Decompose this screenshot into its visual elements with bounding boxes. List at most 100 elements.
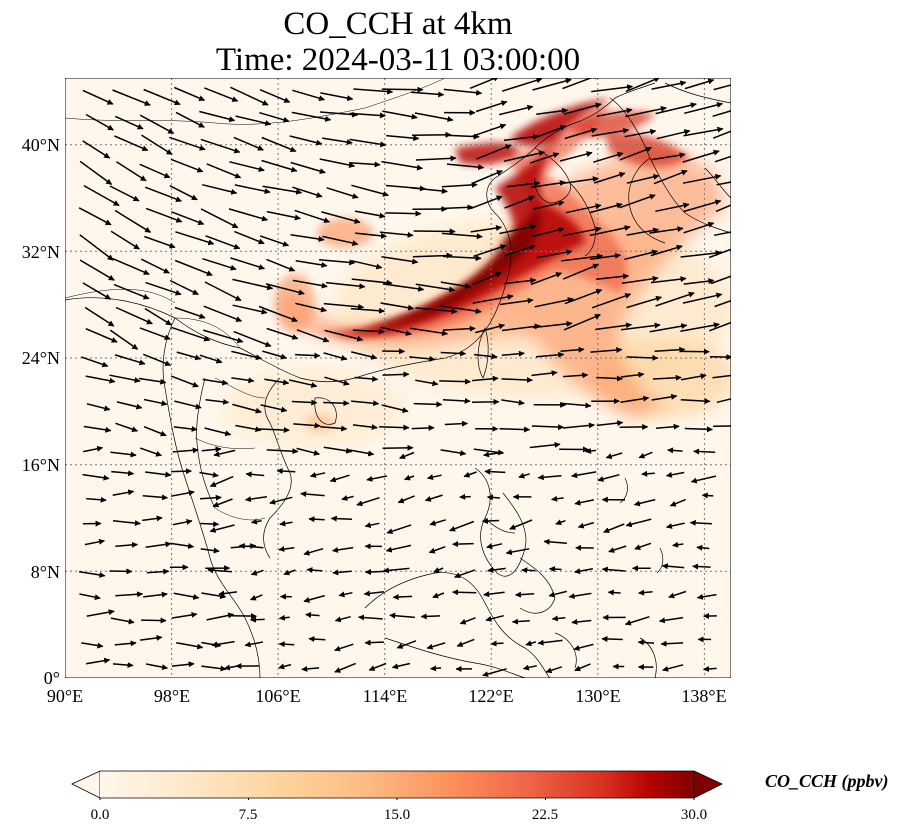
wind-arrow	[201, 446, 222, 453]
wind-arrow	[440, 449, 467, 457]
wind-arrow	[469, 78, 500, 89]
wind-arrow	[709, 321, 731, 332]
wind-arrow	[199, 494, 222, 501]
wind-arrow	[171, 611, 198, 619]
wind-arrow	[499, 224, 537, 235]
wind-arrow	[112, 489, 135, 496]
wind-arrow	[262, 185, 303, 195]
wind-arrow	[597, 473, 620, 482]
wind-arrow	[202, 257, 237, 271]
wind-arrow	[624, 249, 659, 261]
wind-arrow	[251, 518, 262, 525]
wind-arrow	[596, 107, 633, 118]
wind-arrow	[80, 356, 109, 368]
wind-arrow	[626, 227, 660, 236]
wind-arrow	[501, 376, 533, 383]
wind-arrow	[650, 244, 683, 257]
wind-arrow	[555, 519, 566, 526]
wind-arrow	[259, 89, 291, 103]
wind-arrow	[143, 398, 168, 407]
wind-arrow	[232, 278, 274, 291]
wind-arrow	[714, 299, 731, 308]
wind-arrow	[654, 346, 686, 353]
wind-arrow	[351, 351, 378, 360]
wind-arrow	[85, 328, 118, 343]
wind-arrow	[382, 567, 410, 574]
wind-arrow	[682, 149, 720, 163]
wind-arrow	[279, 520, 293, 527]
wind-arrow	[233, 136, 264, 151]
wind-arrow	[114, 209, 152, 233]
wind-arrow	[441, 181, 478, 188]
wind-arrow	[619, 146, 652, 161]
wind-arrow	[499, 426, 531, 433]
wind-arrow	[531, 424, 565, 431]
wind-arrow	[114, 115, 144, 130]
wind-arrow	[324, 376, 350, 386]
wind-arrow	[170, 489, 195, 497]
wind-arrow	[515, 591, 535, 598]
wind-arrow	[283, 569, 296, 576]
wind-arrow	[672, 541, 684, 548]
wind-arrow	[309, 472, 326, 478]
wind-arrow	[577, 521, 595, 529]
wind-arrow	[170, 158, 204, 173]
wind-arrow	[536, 107, 568, 115]
wind-arrow	[683, 278, 715, 285]
wind-arrow	[573, 643, 594, 651]
wind-arrow	[607, 589, 621, 596]
wind-arrow	[349, 449, 375, 457]
wind-arrow	[204, 427, 232, 437]
wind-arrow	[564, 127, 598, 140]
wind-arrow	[482, 668, 507, 677]
wind-arrow	[505, 548, 530, 556]
wind-arrow	[444, 420, 468, 427]
wind-arrow	[176, 641, 204, 650]
wind-arrow	[364, 568, 386, 575]
wind-arrow	[682, 173, 722, 184]
wind-arrow	[143, 426, 167, 437]
wind-arrow	[649, 226, 684, 234]
wind-arrow	[170, 375, 199, 388]
wind-arrow	[601, 566, 626, 573]
wind-arrow	[323, 446, 353, 454]
wind-arrow	[625, 105, 667, 118]
wind-arrow	[84, 306, 115, 327]
wind-arrow	[82, 282, 112, 300]
wind-arrow	[305, 611, 320, 618]
wind-arrow	[585, 447, 597, 454]
colorbar-tick: 0.0	[90, 807, 110, 823]
wind-arrow	[459, 493, 471, 500]
wind-arrow	[206, 163, 242, 179]
wind-arrow	[140, 634, 163, 641]
wind-arrow	[260, 404, 288, 413]
wind-arrow	[199, 354, 223, 364]
map-panel	[65, 78, 731, 678]
wind-arrow	[250, 569, 264, 576]
wind-arrow	[574, 568, 594, 575]
wind-arrow	[563, 372, 589, 379]
wind-arrow	[175, 111, 205, 128]
wind-arrow	[568, 592, 592, 600]
wind-arrow	[624, 128, 657, 138]
wind-arrow	[235, 424, 262, 433]
wind-arrow	[593, 171, 626, 184]
wind-arrow	[352, 424, 378, 431]
wind-arrow	[501, 399, 525, 406]
wind-arrow	[116, 401, 143, 410]
wind-arrow	[562, 263, 600, 280]
wind-arrow	[81, 642, 104, 649]
wind-arrow	[574, 499, 594, 506]
wind-arrow	[379, 424, 410, 431]
wind-arrow	[589, 252, 621, 261]
wind-arrow	[501, 350, 525, 357]
wind-arrow	[144, 307, 172, 326]
wind-arrow	[303, 547, 324, 556]
wind-arrow	[562, 78, 600, 90]
wind-arrow	[440, 204, 474, 211]
wind-arrow	[625, 518, 652, 528]
wind-arrow	[364, 522, 380, 529]
lat-tick: 40°N	[21, 135, 60, 155]
wind-arrow	[682, 292, 723, 304]
wind-arrow	[79, 234, 114, 261]
